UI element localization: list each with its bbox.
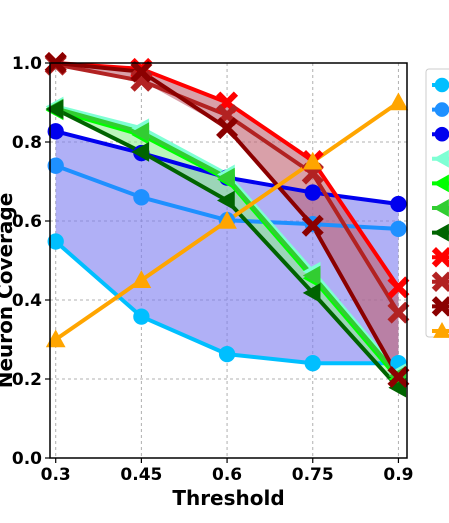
y-tick-label: 1.0 — [12, 54, 42, 74]
data-point — [301, 214, 324, 237]
data-point — [390, 195, 407, 213]
data-point — [304, 355, 321, 372]
legend — [425, 68, 449, 338]
data-point — [45, 329, 66, 348]
y-tick-label: 0.0 — [12, 449, 42, 469]
data-point — [433, 321, 449, 338]
data-point — [133, 308, 150, 325]
data-point — [432, 174, 449, 193]
data-point — [432, 149, 449, 168]
x-marker-stroke — [130, 60, 153, 83]
x-marker-stroke — [301, 214, 324, 237]
data-point — [432, 199, 449, 217]
x-marker-stroke — [387, 366, 410, 389]
x-marker-stroke — [387, 276, 410, 299]
x-tick-label: 0.6 — [212, 465, 242, 485]
y-axis-label: Neuron Coverage — [0, 193, 17, 389]
data-point — [302, 151, 323, 170]
data-point — [302, 283, 321, 303]
data-point — [388, 92, 409, 111]
data-point — [130, 60, 153, 83]
x-marker-stroke — [431, 246, 449, 268]
data-point — [217, 190, 235, 211]
x-tick-label: 0.45 — [120, 465, 162, 485]
y-tick-label: 0.2 — [12, 370, 42, 390]
plot-frame — [49, 62, 408, 459]
data-point — [131, 142, 150, 162]
data-point — [434, 102, 449, 117]
y-tick-label: 0.8 — [12, 133, 42, 153]
data-point — [304, 184, 321, 201]
data-point — [131, 270, 152, 288]
data-point — [387, 366, 410, 389]
data-point — [131, 122, 150, 142]
data-point — [390, 220, 407, 238]
data-point — [218, 345, 236, 363]
y-tick-label: 0.6 — [12, 212, 42, 232]
data-point — [45, 99, 64, 120]
data-point — [431, 246, 449, 268]
data-point — [302, 265, 321, 286]
x-axis-label: Threshold — [172, 486, 284, 510]
data-point — [434, 126, 449, 142]
data-point — [431, 271, 449, 293]
data-point — [434, 77, 449, 93]
data-point — [432, 223, 449, 242]
data-point — [431, 296, 449, 317]
data-point — [47, 157, 64, 174]
data-point — [217, 210, 237, 229]
data-point — [387, 276, 410, 299]
x-marker-stroke — [431, 296, 449, 317]
data-point — [387, 301, 410, 324]
x-marker-stroke — [387, 301, 410, 324]
data-point — [47, 123, 64, 140]
x-marker-stroke — [216, 117, 239, 140]
data-point — [133, 189, 150, 206]
data-point — [47, 233, 64, 250]
x-tick-label: 0.3 — [41, 465, 71, 485]
x-tick-label: 0.9 — [383, 465, 413, 485]
x-tick-label: 0.75 — [292, 465, 334, 485]
data-point — [217, 167, 235, 188]
x-marker-stroke — [431, 271, 449, 293]
data-point — [216, 117, 239, 140]
axis-ticks: 0.3 0.45 0.6 0.75 0.9 0.0 0.2 0.4 0.6 0.8 1.0 — [12, 54, 414, 485]
y-tick-label: 0.4 — [12, 291, 42, 311]
